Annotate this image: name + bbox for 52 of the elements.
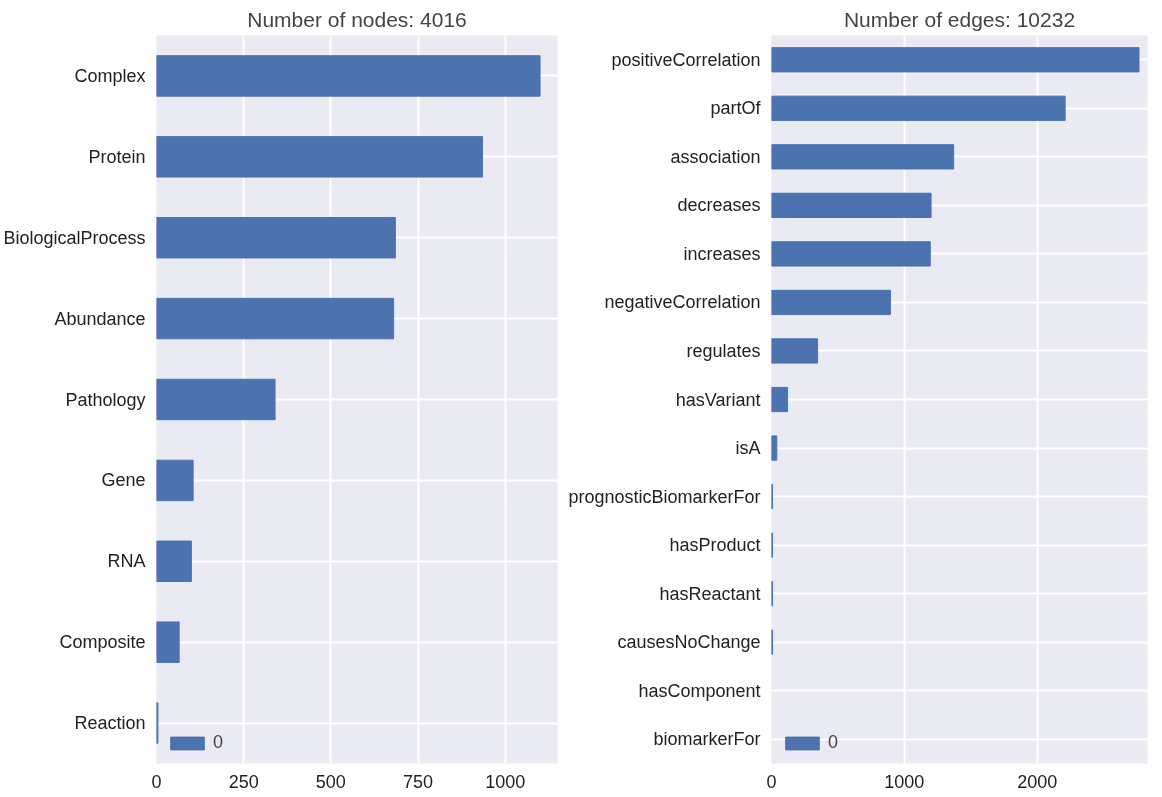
y-tick-label: Complex [74, 65, 146, 86]
y-tick-label: Protein [88, 146, 146, 167]
y-tick-label: hasProduct [669, 535, 761, 556]
x-tick-label: 500 [315, 771, 346, 792]
bar [771, 241, 931, 267]
bar [156, 217, 396, 259]
y-tick-label: biomarkerFor [653, 729, 761, 750]
bar [771, 386, 789, 413]
chart-title: Number of edges: 10232 [843, 7, 1076, 31]
y-tick-label: positiveCorrelation [611, 49, 761, 70]
y-tick-label: Reaction [74, 713, 146, 734]
bar [771, 144, 955, 170]
y-tick-label: association [670, 146, 761, 167]
y-tick-label: partOf [710, 98, 762, 119]
bar [771, 192, 932, 218]
y-tick-label: RNA [107, 551, 146, 572]
bar [771, 289, 891, 316]
x-tick-label: 2000 [1017, 771, 1058, 792]
legend-label: 0 [828, 732, 839, 753]
x-tick-label: 0 [766, 771, 777, 792]
y-tick-label: hasVariant [675, 389, 761, 410]
y-tick-label: increases [683, 243, 761, 264]
bar [156, 136, 484, 178]
y-tick-label: BiologicalProcess [3, 227, 146, 248]
bar [156, 55, 541, 97]
y-tick-label: regulates [686, 340, 761, 361]
y-tick-label: hasReactant [659, 583, 761, 604]
y-tick-label: prognosticBiomarkerFor [568, 486, 761, 507]
bar [771, 338, 819, 364]
y-tick-label: Composite [59, 632, 146, 653]
bar [156, 540, 192, 582]
bar [156, 297, 395, 340]
y-tick-label: Gene [101, 470, 146, 491]
y-tick-label: negativeCorrelation [604, 292, 761, 313]
y-tick-label: hasComponent [638, 680, 761, 701]
x-tick-label: 250 [228, 771, 259, 792]
y-tick-label: isA [735, 438, 761, 459]
y-tick-label: Abundance [54, 308, 146, 329]
y-tick-label: Pathology [65, 389, 146, 410]
bar [156, 378, 276, 421]
y-tick-label: decreases [677, 195, 761, 216]
bar [156, 459, 194, 502]
x-tick-label: 750 [403, 771, 434, 792]
chart-title: Number of nodes: 4016 [247, 7, 467, 31]
bar [771, 95, 1066, 121]
legend-label: 0 [213, 732, 224, 753]
bar [156, 621, 180, 663]
x-tick-label: 0 [151, 771, 162, 792]
x-tick-label: 1000 [485, 771, 526, 792]
bar [771, 47, 1140, 73]
y-tick-label: causesNoChange [617, 632, 761, 653]
x-tick-label: 1000 [884, 771, 925, 792]
